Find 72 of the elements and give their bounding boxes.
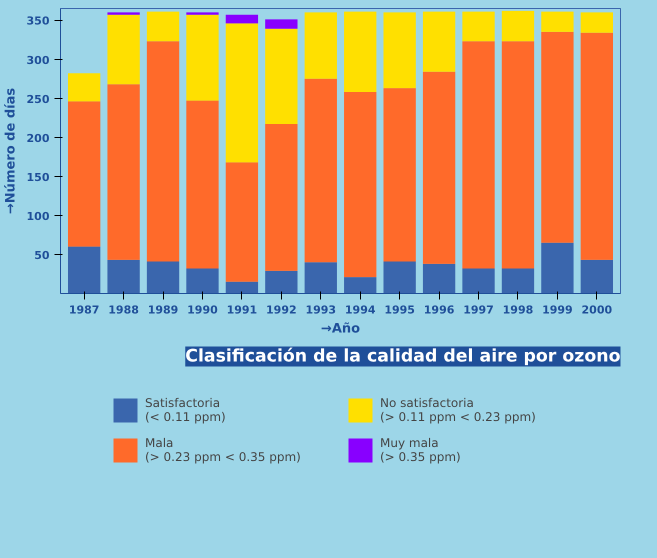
y-tick-label: 350 [26,14,50,28]
y-axis-title: →Número de días [4,88,19,214]
x-tick-label: 1991 [226,304,258,316]
bar [265,28,298,124]
bar [304,262,337,294]
y-tick-label: 100 [26,210,50,223]
bar [226,282,258,294]
bar [186,14,219,101]
bar [541,242,574,294]
bar [304,12,337,79]
y-tick-label: 250 [26,92,50,106]
bar [226,23,258,162]
bar [68,246,100,294]
x-tick-label: 1993 [305,304,336,316]
legend-label: Muy mala (> 0.35 ppm) [380,436,462,464]
x-tick-label: 1999 [542,304,573,316]
legend-label: Satisfactoria (< 0.11 ppm) [145,396,227,424]
bar [146,41,180,262]
bar [383,261,416,294]
bar [383,12,416,88]
bar [422,72,456,264]
bar [502,268,534,294]
bar [541,12,574,32]
bar [107,260,140,294]
bar [146,12,180,42]
x-tick-label: 1998 [502,304,534,316]
bar [68,73,100,102]
bar [502,41,534,269]
bar [265,19,298,29]
bar [186,268,219,294]
bar [580,32,614,260]
bar [68,101,100,247]
bar [462,12,495,42]
x-tick-label: 1987 [68,304,100,316]
text: Clasificación de la calidad del aire por ozono [185,346,621,366]
x-tick-label: 1995 [384,304,415,316]
y-tick-label: 50 [34,248,50,262]
bar [383,88,416,262]
bar [265,124,298,271]
bar [580,12,614,33]
bar [107,14,140,84]
bar [344,92,376,278]
bar [541,32,574,243]
bar [107,84,140,260]
bar [502,10,534,42]
legend-label: Mala (> 0.23 ppm < 0.35 ppm) [145,436,302,464]
bar [226,162,258,282]
bar [344,277,376,294]
bar [265,270,298,294]
bar [462,268,495,294]
x-tick-label: 1994 [344,304,376,316]
bar [226,14,258,24]
bar [462,41,495,269]
x-tick-label: 1988 [108,304,139,316]
x-tick-label: 1996 [424,304,455,316]
legend-label: No satisfactoria (> 0.11 ppm < 0.23 ppm) [380,396,537,424]
y-tick-label: 150 [26,170,50,184]
x-tick-label: 2000 [582,304,612,316]
x-tick-label: 1997 [463,304,494,316]
y-tick-label: 300 [26,54,50,67]
bar [422,264,456,294]
x-tick-label: 1992 [266,304,297,316]
bar [186,100,219,269]
bar [422,12,456,72]
x-axis-title: →Año [320,322,360,336]
bar [304,78,337,262]
x-tick-label: 1989 [148,304,178,316]
x-tick-label: 1990 [187,304,218,316]
bar [344,12,376,92]
bar [146,261,180,294]
y-tick-label: 200 [26,132,50,145]
bar [580,260,614,294]
